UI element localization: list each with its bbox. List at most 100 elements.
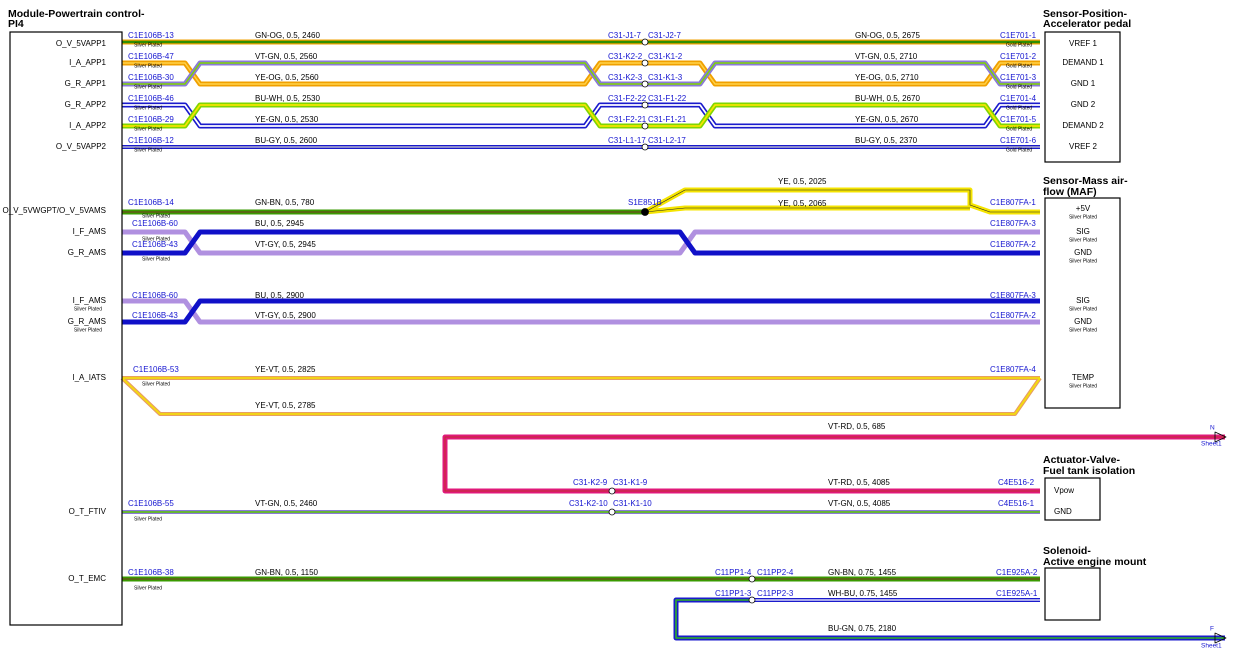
connector-label: C1E701-5 xyxy=(1000,115,1037,124)
connector xyxy=(641,143,649,151)
component-title: Accelerator pedal xyxy=(1043,18,1131,30)
connector-label: C11PP2-3 xyxy=(757,589,794,598)
plating-note: Silver Plated xyxy=(142,381,170,387)
pin-label: +5V xyxy=(1076,204,1091,213)
wire-spec: VT-RD, 0.5, 4085 xyxy=(828,478,890,487)
connector-label: C1E106B-55 xyxy=(128,499,174,508)
connector-label: C31-J2-7 xyxy=(648,31,681,40)
wire-spec: VT-RD, 0.5, 685 xyxy=(828,422,886,431)
wire xyxy=(122,229,1040,256)
wire-spec: YE-VT, 0.5, 2785 xyxy=(255,401,316,410)
wire-spec: BU-WH, 0.5, 2530 xyxy=(255,94,320,103)
connector xyxy=(748,596,756,604)
connector-label: C1E106B-29 xyxy=(128,115,174,124)
pin-note: Silver Plated xyxy=(74,327,102,333)
component-title: flow (MAF) xyxy=(1043,186,1097,198)
pin-label: G_R_AMS xyxy=(68,317,106,326)
pin-label: I_A_APP1 xyxy=(69,58,106,67)
pin-label: G_R_AMS xyxy=(68,248,106,257)
component-title: Fuel tank isolation xyxy=(1043,465,1135,477)
sheet-arrow xyxy=(1214,431,1227,644)
connector-label: C11PP2-4 xyxy=(757,568,794,577)
connector-label: C1E807FA-4 xyxy=(990,365,1036,374)
wire-spec: GN-OG, 0.5, 2460 xyxy=(255,31,320,40)
connector-label: C11PP1-4 xyxy=(715,568,752,577)
component-title: Sensor-Mass air- xyxy=(1043,175,1128,187)
connector-label: C1E807FA-1 xyxy=(990,198,1036,207)
pin-label: I_A_IATS xyxy=(72,373,106,382)
wire-spec: YE-GN, 0.5, 2670 xyxy=(855,115,919,124)
plating-note: Silver Plated xyxy=(134,63,162,69)
connector-label: C1E106B-43 xyxy=(132,311,178,320)
pin-label: O_T_FTIV xyxy=(69,507,107,516)
connector xyxy=(641,38,649,46)
plating-note: Gold Plated xyxy=(1006,63,1032,69)
component-box xyxy=(1044,31,1121,163)
connector-label: C4E516-1 xyxy=(998,499,1035,508)
wire-spec: BU-GY, 0.5, 2370 xyxy=(855,136,918,145)
component-box xyxy=(1044,567,1101,621)
plating-note: Gold Plated xyxy=(1006,147,1032,153)
connector-label: C1E807FA-2 xyxy=(990,240,1036,249)
plating-note: Silver Plated xyxy=(134,105,162,111)
connector-label: C31-J1-7 xyxy=(608,31,641,40)
component-box xyxy=(1044,477,1101,521)
wire xyxy=(444,436,1225,492)
wire-spec: YE, 0.5, 2065 xyxy=(778,199,827,208)
connector-label: C4E516-2 xyxy=(998,478,1035,487)
connector xyxy=(641,122,649,130)
pin-note: Silver Plated xyxy=(1069,258,1097,264)
wire xyxy=(122,229,1040,256)
pin-note: Silver Plated xyxy=(1069,214,1097,220)
plating-note: Silver Plated xyxy=(134,516,162,522)
connector-label: C1E925A-2 xyxy=(996,568,1038,577)
sheet-ref: Sheet1 xyxy=(1201,643,1222,650)
pin-label: O_V_5VAPP2 xyxy=(56,142,107,151)
plating-note: Silver Plated xyxy=(134,84,162,90)
wire xyxy=(673,597,1225,641)
connector xyxy=(608,508,616,516)
plating-note: Silver Plated xyxy=(134,147,162,153)
connector-label: S1E851B xyxy=(628,198,662,207)
connector-label: C31-K2-3 xyxy=(608,73,643,82)
connector-label: C1E106B-60 xyxy=(132,291,178,300)
pin-label: GND xyxy=(1074,248,1092,257)
component-box xyxy=(9,31,123,626)
pin-label: I_A_APP2 xyxy=(69,121,106,130)
connector-label: C31-K2-10 xyxy=(569,499,608,508)
plating-note: Silver Plated xyxy=(134,42,162,48)
connector-label: C1E925A-1 xyxy=(996,589,1038,598)
connector-label: C1E106B-46 xyxy=(128,94,174,103)
component-title: Module-Powertrain control- xyxy=(8,8,145,20)
wire xyxy=(122,104,1040,127)
plating-note: Silver Plated xyxy=(142,213,170,219)
wire-spec: YE-GN, 0.5, 2530 xyxy=(255,115,319,124)
connector-label: C1E106B-30 xyxy=(128,73,174,82)
sheet-ref: Sheet1 xyxy=(1201,441,1222,448)
wire-spec: BU, 0.5, 2945 xyxy=(255,219,304,228)
component-title: Sensor-Position- xyxy=(1043,8,1128,20)
wire-spec: BU, 0.5, 2900 xyxy=(255,291,304,300)
wire xyxy=(121,377,1041,415)
splice xyxy=(641,208,649,216)
pin-label: I_F_AMS xyxy=(73,227,106,236)
pin-note: Silver Plated xyxy=(74,306,102,312)
wire-spec: YE, 0.5, 2025 xyxy=(778,177,827,186)
pin-label: Vpow xyxy=(1054,486,1074,495)
connector-label: C1E106B-38 xyxy=(128,568,174,577)
plating-note: Silver Plated xyxy=(134,126,162,132)
sheet-ref: F xyxy=(1210,626,1214,633)
pin-note: Silver Plated xyxy=(1069,306,1097,312)
connector-label: C1E701-6 xyxy=(1000,136,1037,145)
pin-label: GND xyxy=(1054,507,1072,516)
wire-spec: YE-OG, 0.5, 2560 xyxy=(255,73,319,82)
component: Sensor-Position-Accelerator pedal VREF 1 D… xyxy=(1043,8,1131,163)
component-box xyxy=(1044,197,1121,409)
pin-note: Silver Plated xyxy=(1069,383,1097,389)
connector xyxy=(641,80,649,88)
wire-spec: YE-OG, 0.5, 2710 xyxy=(855,73,919,82)
plating-note: Silver Plated xyxy=(142,236,170,242)
wire xyxy=(122,62,1040,85)
connector-label: C31-K2-9 xyxy=(573,478,608,487)
